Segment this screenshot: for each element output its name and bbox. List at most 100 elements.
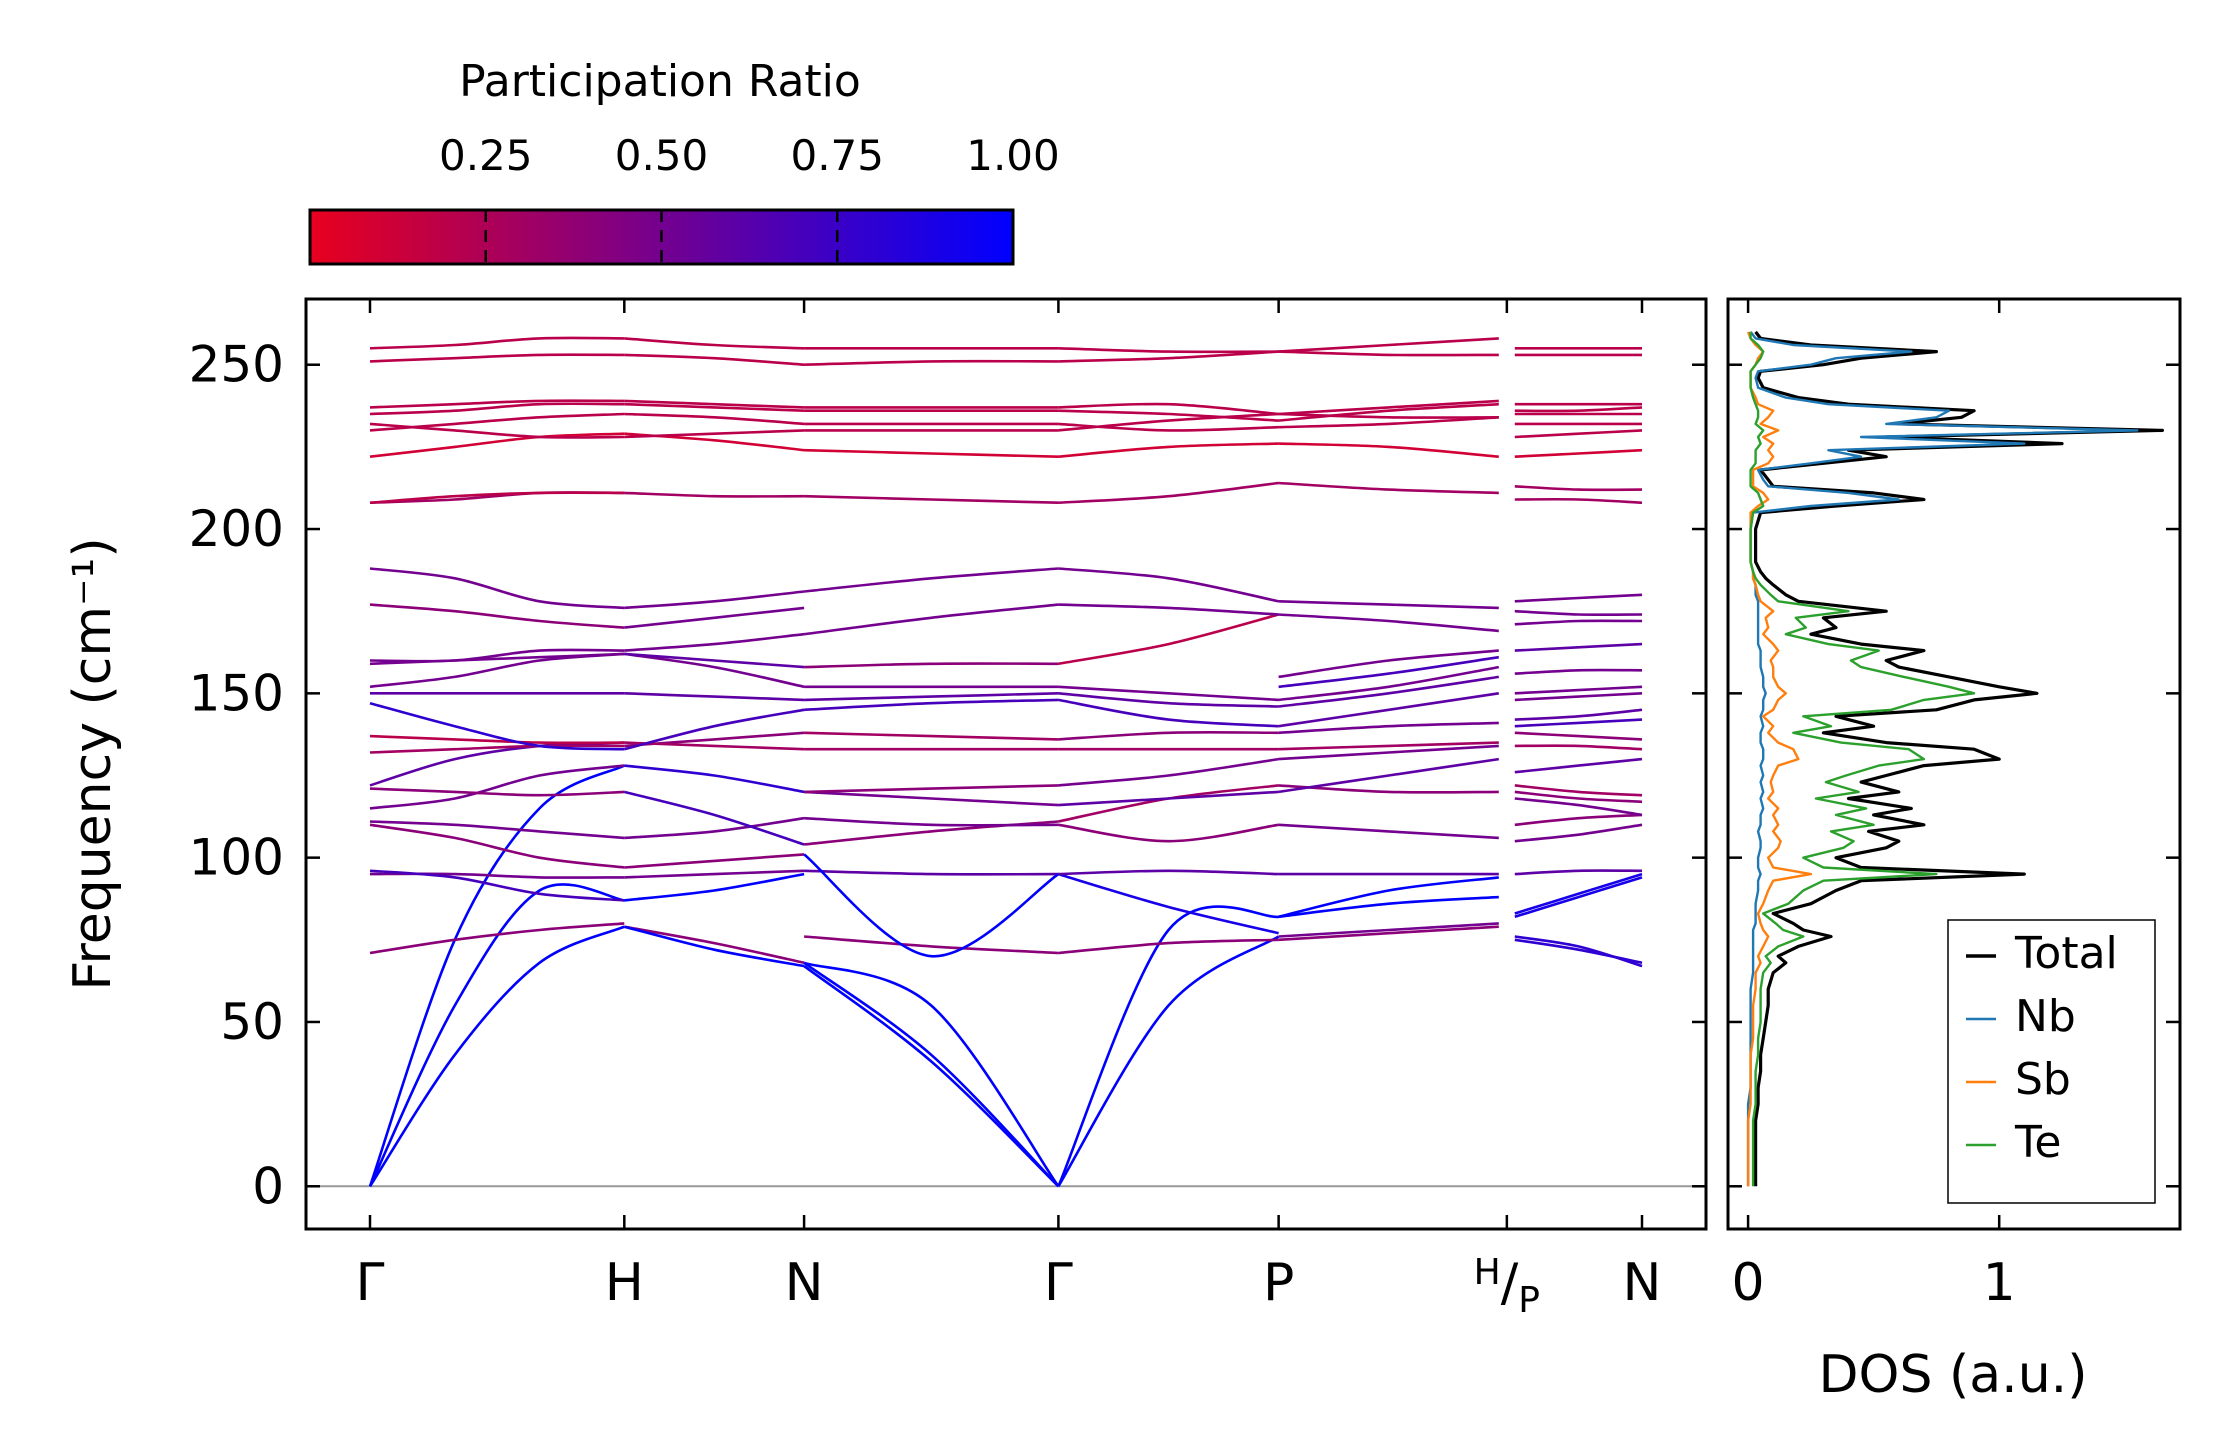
phonon-band (623, 925, 805, 968)
phonon-band (623, 708, 805, 751)
phonon-band (1058, 402, 1279, 416)
phonon-band (624, 606, 805, 629)
phonon-band (1058, 823, 1279, 843)
colorbar-tick-label: 1.00 (966, 131, 1060, 180)
k-point-label: P (1263, 1253, 1294, 1313)
phonon-band (1514, 757, 1643, 774)
phonon-band (803, 853, 1060, 958)
k-point-label: Γ (356, 1253, 385, 1313)
phonon-band (804, 359, 1059, 366)
phonon-band (369, 432, 625, 458)
phonon-band (1278, 402, 1499, 422)
phonon-band (1058, 869, 1279, 876)
phonon-band (804, 869, 1059, 876)
phonon-band (369, 336, 625, 350)
phonon-band (1514, 497, 1643, 504)
phonon-band (624, 412, 805, 426)
phonon-band (624, 652, 805, 689)
phonon-band (369, 402, 625, 416)
phonon-band (1058, 698, 1279, 728)
phonon-band (368, 764, 625, 1187)
band-axes-frame (304, 297, 1708, 1231)
k-point-label: N (785, 1253, 824, 1313)
phonon-band (1278, 895, 1499, 919)
phonon-band (1514, 485, 1643, 492)
phonon-band (1514, 609, 1643, 617)
phonon-band (1514, 813, 1643, 827)
phonon-band (1514, 869, 1643, 876)
phonon-band (369, 823, 625, 869)
phonon-band (624, 764, 805, 794)
phonon-band (804, 784, 1059, 794)
y-tick-label: 0 (252, 1157, 284, 1215)
phonon-band (1058, 350, 1279, 363)
phonon-band (804, 662, 1059, 669)
phonon-band (1058, 412, 1279, 432)
y-tick-label: 200 (189, 500, 284, 558)
phonon-band (1058, 409, 1279, 422)
phonon-band (369, 422, 625, 439)
phonon-band (804, 494, 1059, 504)
phonon-band (1514, 593, 1643, 603)
phonon-band (624, 399, 805, 409)
phonon-band (1278, 922, 1499, 938)
phonon-band (1278, 442, 1499, 458)
dos-series-te (1749, 331, 1976, 1187)
phonon-band (1514, 823, 1643, 843)
phonon-band (1058, 347, 1279, 354)
phonon-band (804, 692, 1059, 702)
phonon-band (1278, 655, 1499, 689)
phonon-band (1514, 935, 1643, 968)
phonon-band (1278, 613, 1499, 633)
band-segment (368, 336, 625, 1188)
phonon-band (624, 692, 805, 702)
dos-legend: Total Nb Sb Te (1947, 919, 2156, 1204)
colorbar-tick-label: 0.25 (439, 131, 533, 180)
band-segment (1514, 346, 1643, 968)
phonon-band (369, 353, 625, 363)
phonon-band (1514, 872, 1643, 915)
phonon-band (369, 869, 625, 902)
dos-x-tick-label: 0 (1732, 1253, 1765, 1313)
phonon-band (1278, 350, 1499, 357)
phonon-band (623, 790, 805, 846)
phonon-band (1514, 790, 1643, 804)
phonon-band (1058, 603, 1279, 616)
colorbar: Participation Ratio 0.25 0.50 0.75 1.00 (308, 56, 1060, 266)
phonon-band (803, 567, 1059, 593)
phonon-band (369, 399, 625, 409)
phonon-band (624, 353, 805, 366)
phonon-band (368, 883, 625, 1187)
phonon-band (803, 603, 1059, 636)
y-axis-label: Frequency (cm⁻¹) (63, 537, 123, 990)
phonon-band (624, 402, 805, 412)
phonon-band (1278, 925, 1499, 942)
phonon-band (1514, 692, 1643, 702)
phonon-band (1514, 642, 1643, 652)
phonon-band (1058, 757, 1279, 787)
phonon-band (369, 701, 625, 751)
phonon-band (1278, 416, 1499, 429)
phonon-band (1514, 938, 1643, 965)
band-panel: 0 50 100 150 200 250 Γ H N Γ P H/P N Frequency (cm⁻¹… (63, 297, 1708, 1321)
phonon-band (624, 491, 805, 498)
phonon-band (1278, 757, 1499, 794)
phonon-band (1278, 823, 1499, 840)
phonon-band (1514, 784, 1643, 797)
legend-label: Sb (2015, 1054, 2071, 1105)
k-point-label: Γ (1044, 1253, 1073, 1313)
phonon-band (1278, 744, 1499, 761)
phonon-band (624, 337, 805, 350)
phonon-band (624, 925, 805, 965)
phonon-band (624, 853, 805, 869)
phonon-band (1514, 668, 1643, 675)
phonon-band (369, 491, 625, 504)
phonon-band (624, 590, 805, 610)
legend-label: Nb (2015, 991, 2076, 1042)
phonon-band (1058, 567, 1279, 603)
phonon-band (804, 816, 1059, 827)
phonon-band (369, 820, 625, 840)
phonon-band (369, 648, 625, 663)
phonon-band (624, 816, 805, 840)
phonon-band (1058, 790, 1279, 807)
